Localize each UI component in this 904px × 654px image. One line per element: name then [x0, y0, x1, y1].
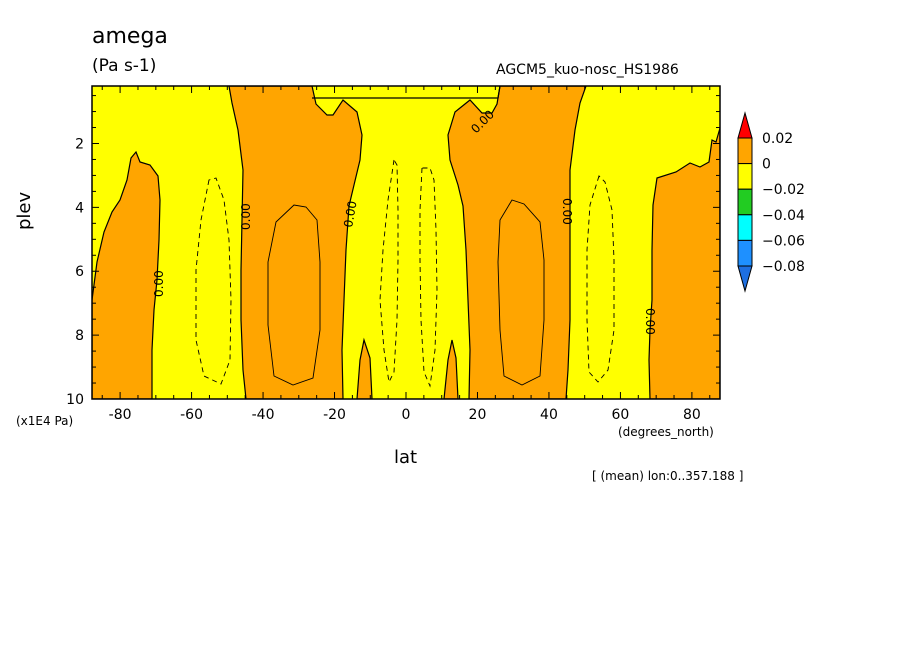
experiment-name: AGCM5_kuo-nosc_HS1986 [496, 62, 679, 78]
bg-negative-fill [92, 86, 720, 399]
colorbar-label: 0 [762, 157, 771, 173]
y-tick-label: 8 [75, 328, 84, 344]
x-tick-label: -20 [323, 407, 346, 423]
x-tick-label: 0 [402, 407, 411, 423]
x-axis-ticks: -80 -60 -40 -20 0 20 40 60 80 [101, 86, 711, 423]
dashed-contour-equator-right [419, 167, 438, 388]
dashed-contour-sh [195, 177, 232, 385]
colorbar-bottom-arrow [737, 265, 753, 293]
dashed-contour-nh [586, 175, 615, 383]
contour-label: 0.00 [560, 198, 574, 225]
colorbar-swatch [737, 214, 753, 241]
y-tick-label: 4 [75, 200, 84, 216]
y-scale-note: (x1E4 Pa) [16, 414, 74, 428]
contour-label: 0.00 [239, 203, 253, 230]
x-tick-label: 60 [612, 407, 630, 423]
x-tick-label: -80 [109, 407, 132, 423]
region-nh-subtropical-descent [447, 86, 587, 399]
region-sh-polar-descent [92, 150, 161, 399]
region-nh-polar-descent [648, 127, 720, 399]
y-tick-label: 2 [75, 136, 84, 152]
y-tick-label: 6 [75, 264, 84, 280]
colorbar-label: −0.04 [762, 208, 805, 224]
region-sliver-left [356, 337, 373, 399]
x-tick-label: 20 [469, 407, 487, 423]
dashed-contour-equator-left [379, 158, 399, 384]
solid-contour-sh-inner [267, 204, 321, 386]
colorbar-swatch [737, 188, 753, 216]
contour-label: 0.00 [643, 308, 657, 335]
x-tick-label: -40 [252, 407, 275, 423]
colorbar-label: −0.06 [762, 233, 805, 249]
colorbar-swatch [737, 239, 753, 267]
chart-title: amega [92, 24, 168, 49]
colorbar-swatch [737, 163, 753, 190]
colorbar-label: −0.08 [762, 259, 805, 275]
upper-cap-contour [312, 86, 501, 99]
colorbar-top-arrow [737, 111, 753, 139]
x-axis-label: lat [394, 447, 418, 468]
y-axis-ticks: 2 4 6 8 10 [66, 95, 720, 408]
colorbar-label: 0.02 [762, 131, 793, 147]
x-tick-label: 40 [540, 407, 558, 423]
mean-note: [ (mean) lon:0..357.188 ] [592, 469, 744, 483]
region-sh-subtropical-descent [228, 86, 363, 399]
x-tick-label: 80 [683, 407, 701, 423]
chart-units: (Pa s-1) [92, 56, 157, 76]
contour-label: 0.00 [341, 200, 359, 229]
colorbar: 0.02 0 −0.02 −0.04 −0.06 −0.08 [737, 111, 805, 293]
y-tick-label: 10 [66, 392, 84, 408]
contour-label: 0.00 [152, 270, 166, 297]
plot-area [92, 86, 720, 399]
region-sliver-right [443, 339, 459, 399]
solid-contour-nh-inner [497, 199, 545, 386]
x-tick-label: -60 [180, 407, 203, 423]
colorbar-swatch [737, 137, 753, 165]
x-axis-units: (degrees_north) [618, 425, 714, 439]
colorbar-label: −0.02 [762, 182, 805, 198]
